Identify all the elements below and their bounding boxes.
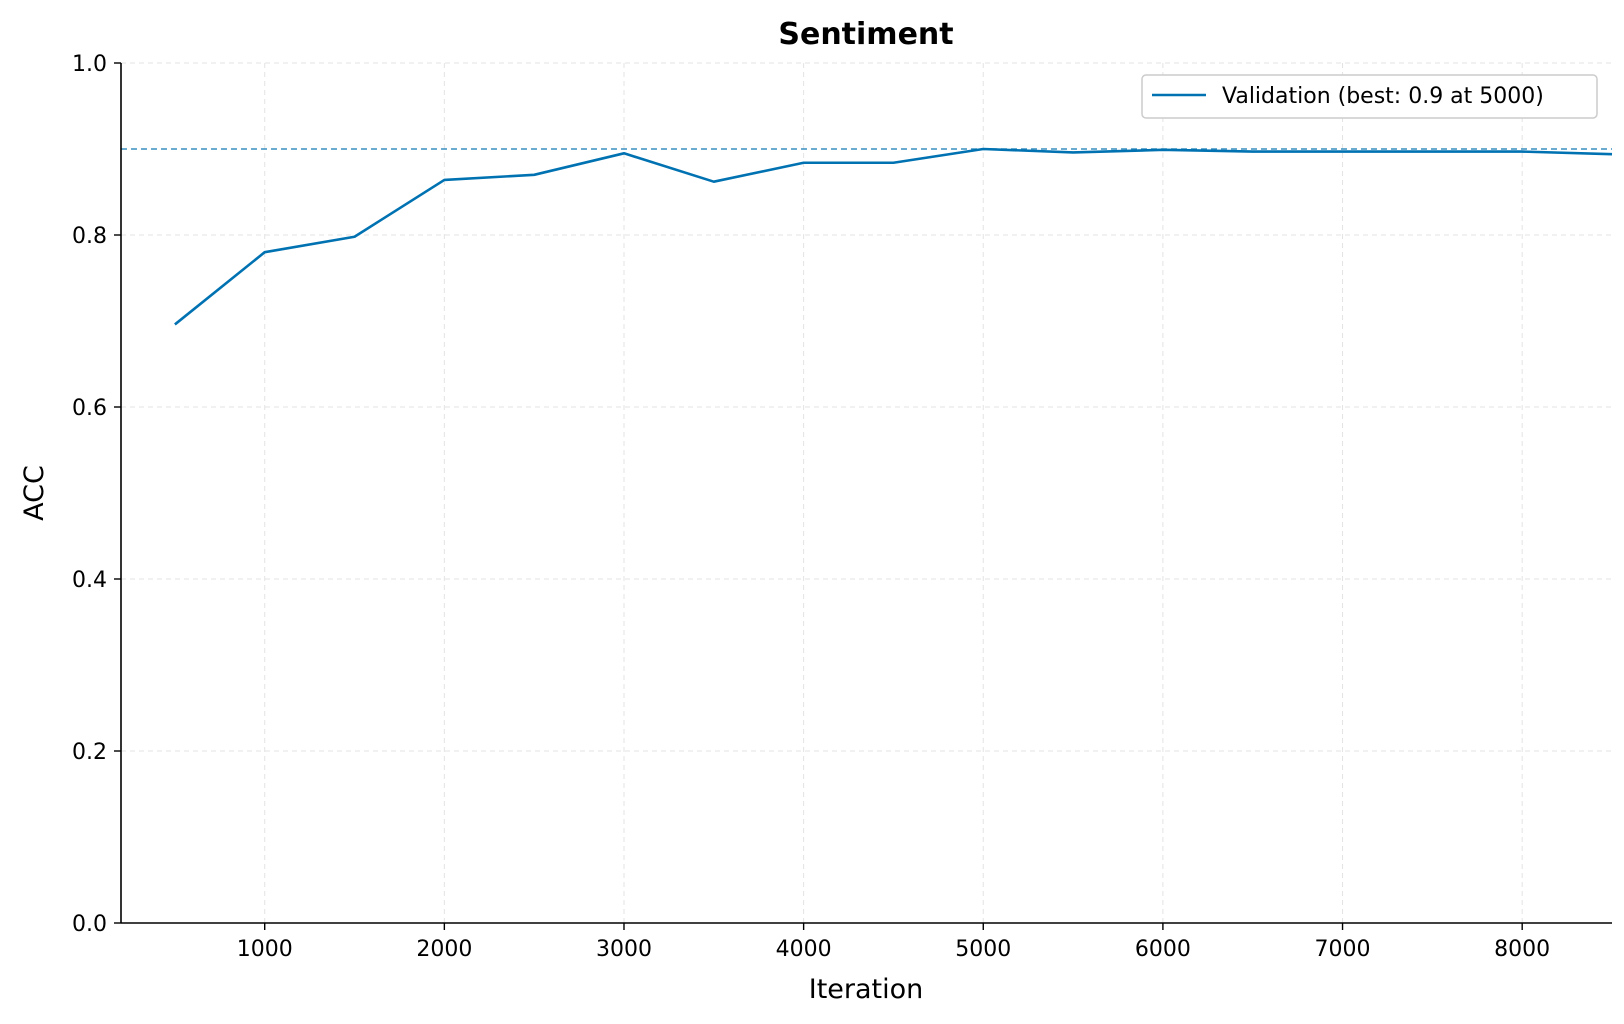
y-tick-label: 0.6 (72, 396, 107, 421)
x-tick-label: 6000 (1135, 937, 1191, 962)
x-tick-label: 3000 (596, 937, 652, 962)
y-axis-label: ACC (19, 465, 50, 521)
axes-layer (120, 63, 1612, 924)
y-tick-label: 0.0 (72, 912, 107, 937)
legend-entry-validation: Validation (best: 0.9 at 5000) (1222, 84, 1544, 109)
x-tick-label: 5000 (955, 937, 1011, 962)
legend-box (1141, 74, 1598, 119)
x-tick-label: 1000 (237, 937, 293, 962)
legend: Validation (best: 0.9 at 5000) (1141, 74, 1598, 119)
y-tick-label: 0.4 (72, 568, 107, 593)
y-tick-label: 1.0 (72, 52, 107, 77)
chart-title: Sentiment (778, 17, 953, 52)
y-tick-label: 0.8 (72, 224, 107, 249)
tick-layer: 1000 2000 3000 4000 5000 6000 7000 8000 0.0 0.2 0.… (72, 52, 1550, 962)
x-tick-label: 7000 (1315, 937, 1371, 962)
x-tick-label: 4000 (776, 937, 832, 962)
series-layer (174, 147, 1613, 326)
x-tick-label: 2000 (416, 937, 472, 962)
y-tick-label: 0.2 (72, 740, 107, 765)
x-axis-label: Iteration (809, 974, 924, 1005)
x-tick-label: 8000 (1494, 937, 1550, 962)
